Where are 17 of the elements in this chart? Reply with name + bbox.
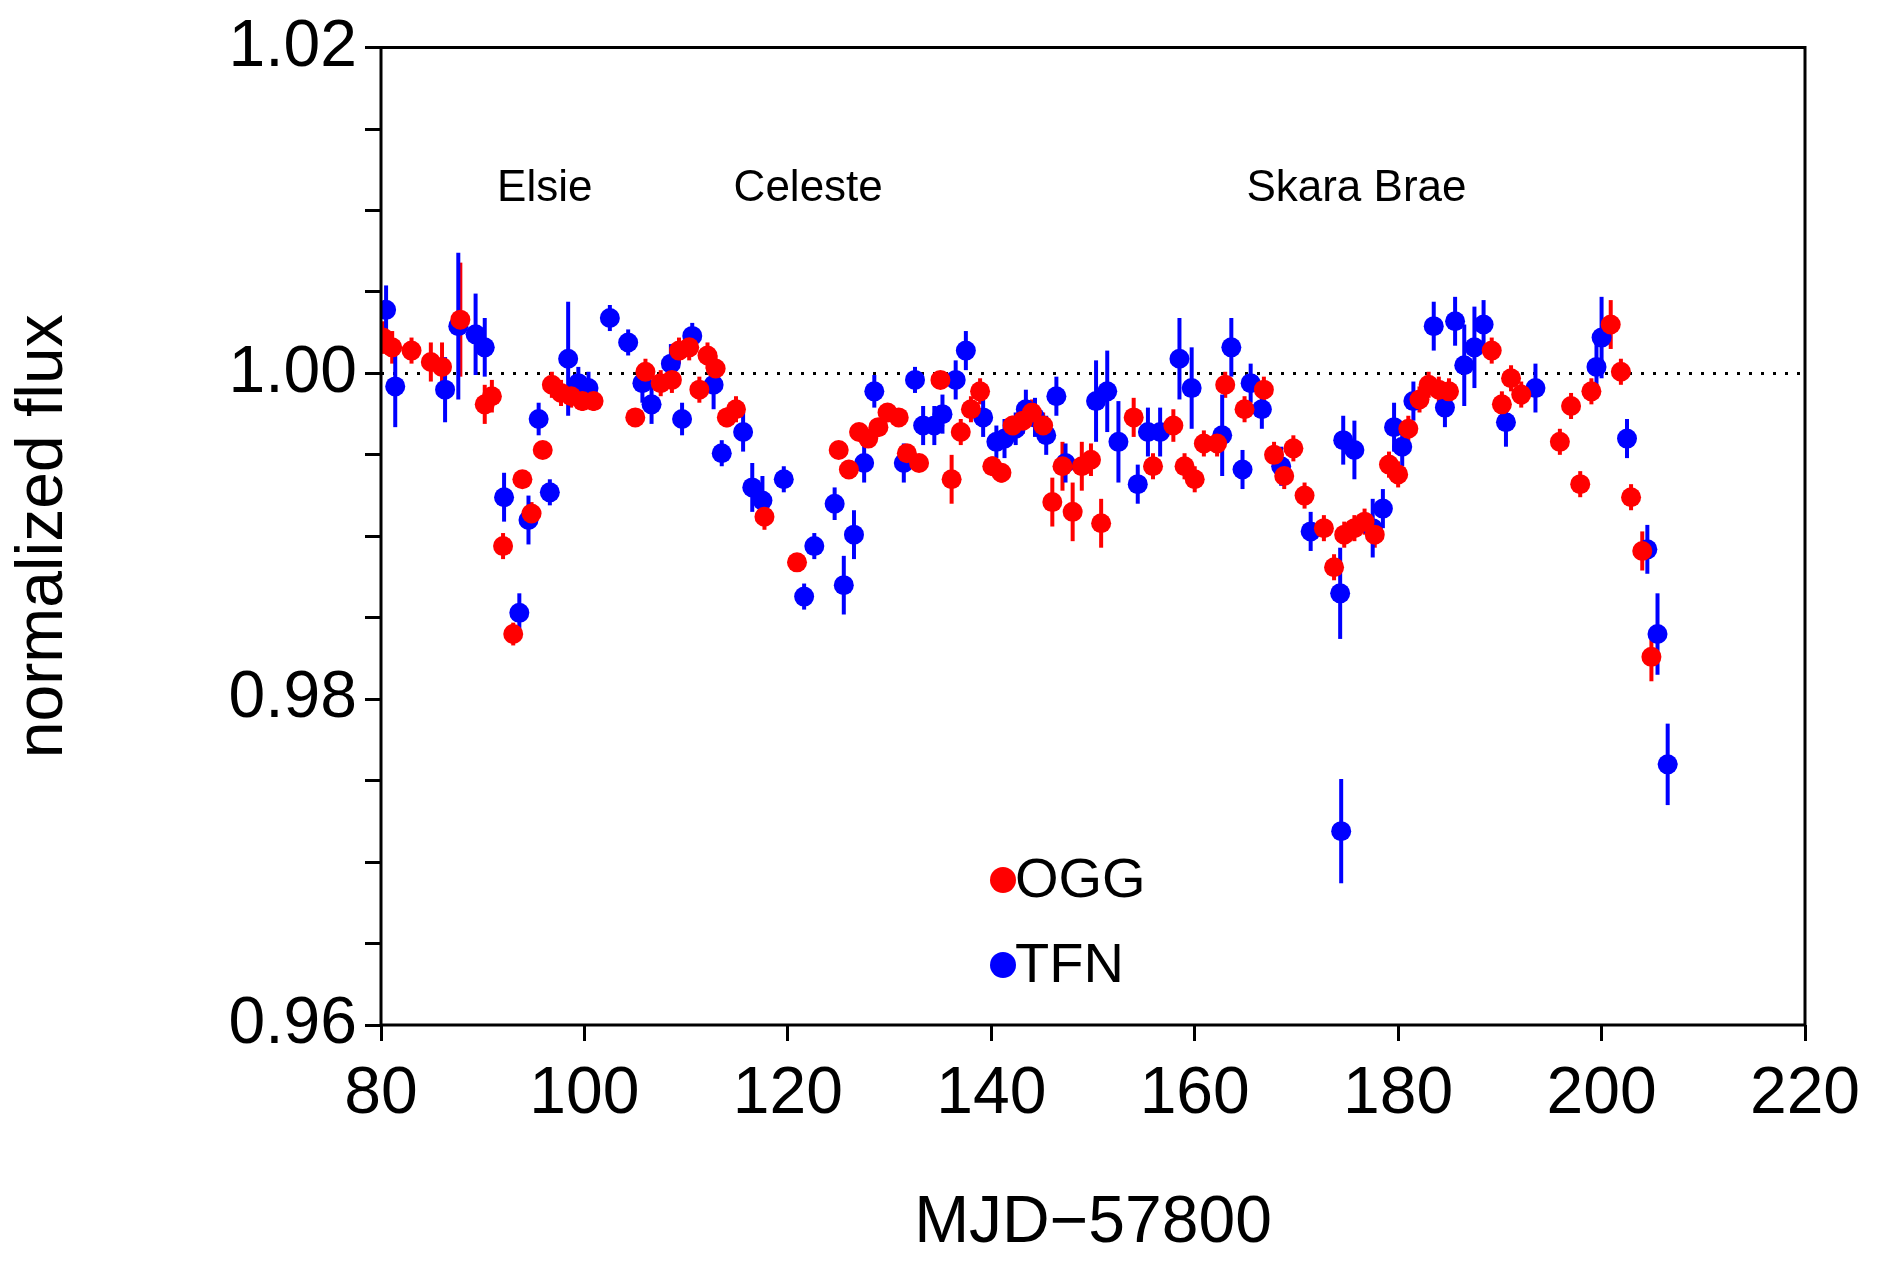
x-axis-title: MJD−57800	[914, 1181, 1272, 1256]
y-tick-label: 1.00	[228, 331, 357, 406]
y-tick-label: 0.98	[228, 657, 357, 732]
x-tick-label: 100	[529, 1052, 640, 1127]
annotation: Celeste	[733, 161, 883, 211]
x-tick-label: 160	[1139, 1052, 1250, 1127]
x-tick-label: 180	[1343, 1052, 1454, 1127]
legend-label: OGG	[1015, 846, 1146, 910]
y-axis-title: normalized flux	[1, 314, 76, 759]
y-tick-label: 1.02	[228, 5, 357, 80]
x-tick-label: 120	[732, 1052, 843, 1127]
annotation: Skara Brae	[1246, 161, 1467, 211]
annotation: Elsie	[497, 161, 593, 211]
legend-label: TFN	[1015, 931, 1124, 995]
x-tick-label: 220	[1749, 1052, 1861, 1127]
x-tick-label: 200	[1546, 1052, 1657, 1127]
x-tick-label: 140	[936, 1052, 1047, 1127]
